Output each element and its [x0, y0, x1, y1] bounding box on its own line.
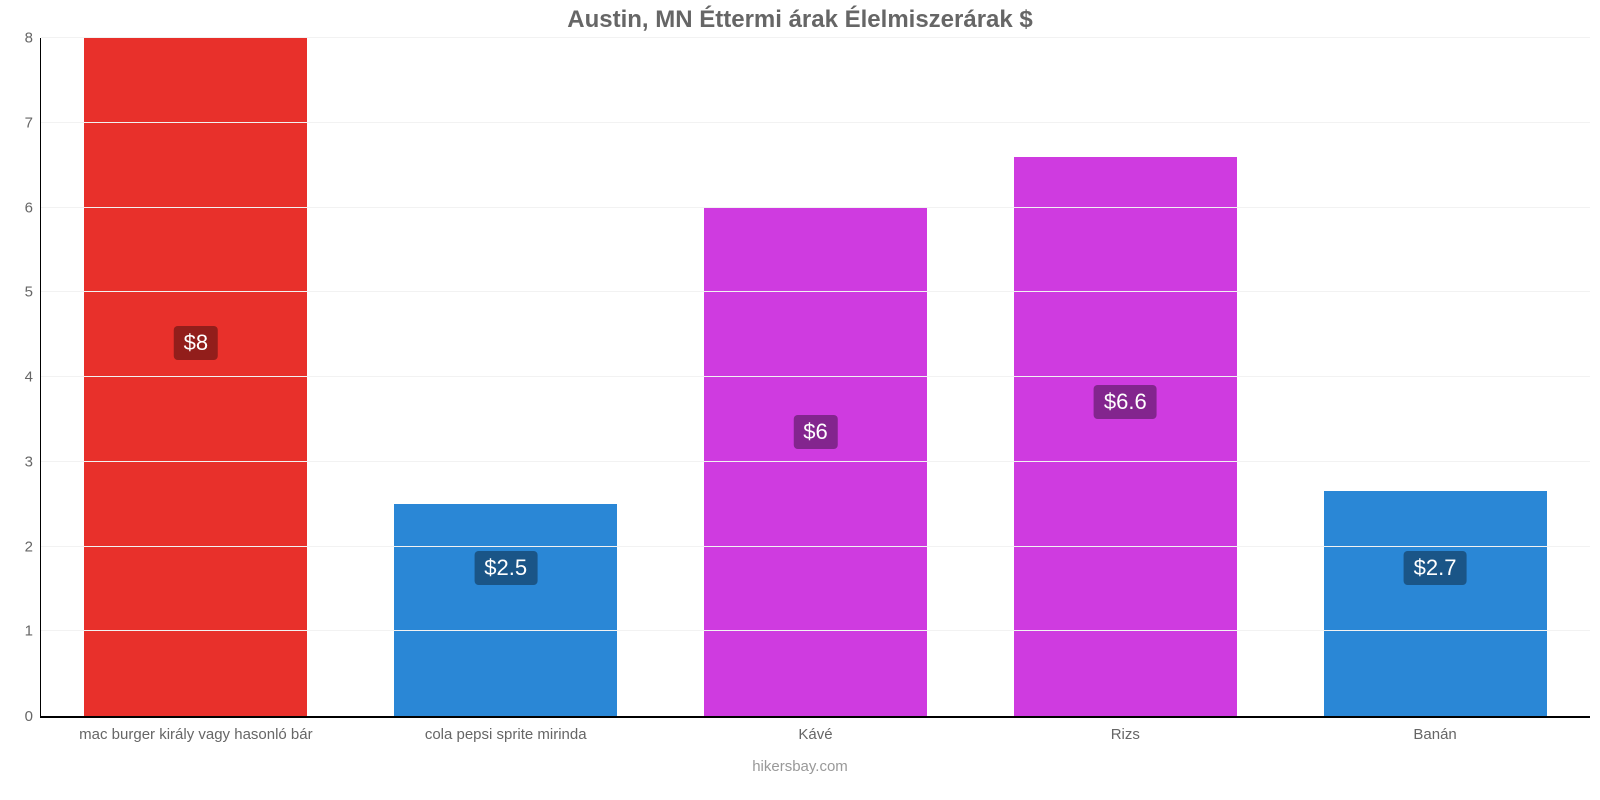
chart-container: Austin, MN Éttermi árak Élelmiszerárak $… [0, 0, 1600, 800]
gridline [41, 291, 1590, 292]
y-tick-label: 7 [25, 114, 33, 131]
y-tick-label: 8 [25, 30, 33, 47]
y-tick-label: 4 [25, 369, 33, 386]
chart-title: Austin, MN Éttermi árak Élelmiszerárak $ [0, 0, 1600, 34]
value-badge: $6.6 [1094, 385, 1157, 419]
x-tick-label: Kávé [661, 726, 971, 743]
y-tick-label: 5 [25, 284, 33, 301]
gridline [41, 122, 1590, 123]
chart-credit: hikersbay.com [0, 758, 1600, 775]
bar [1324, 491, 1547, 716]
x-tick-label: mac burger király vagy hasonló bár [41, 726, 351, 743]
value-badge: $2.5 [474, 551, 537, 585]
bar [84, 38, 307, 716]
value-badge: $8 [174, 326, 218, 360]
bar [704, 208, 927, 717]
x-tick-label: Banán [1280, 726, 1590, 743]
bars-layer: $8 $2.5 $6 $6.6 $2.7 [41, 38, 1590, 716]
plot-area: $8$2.5$6$6.6$2.7 123456780mac burger kir… [40, 38, 1590, 718]
bar [394, 504, 617, 716]
y-tick-label: 2 [25, 538, 33, 555]
x-tick-label: cola pepsi sprite mirinda [351, 726, 661, 743]
x-labels: mac burger király vagy hasonló bárcola p… [41, 726, 1590, 743]
gridline [41, 461, 1590, 462]
value-badge: $2.7 [1404, 551, 1467, 585]
y-tick-label: 6 [25, 199, 33, 216]
y-tick-label: 3 [25, 453, 33, 470]
gridline [41, 546, 1590, 547]
gridline [41, 37, 1590, 38]
gridline [41, 207, 1590, 208]
bar [1014, 157, 1237, 716]
y-tick-label: 1 [25, 623, 33, 640]
y-tick-label: 0 [25, 708, 33, 725]
gridline [41, 630, 1590, 631]
value-badge: $6 [793, 415, 837, 449]
x-tick-label: Rizs [970, 726, 1280, 743]
gridline [41, 376, 1590, 377]
